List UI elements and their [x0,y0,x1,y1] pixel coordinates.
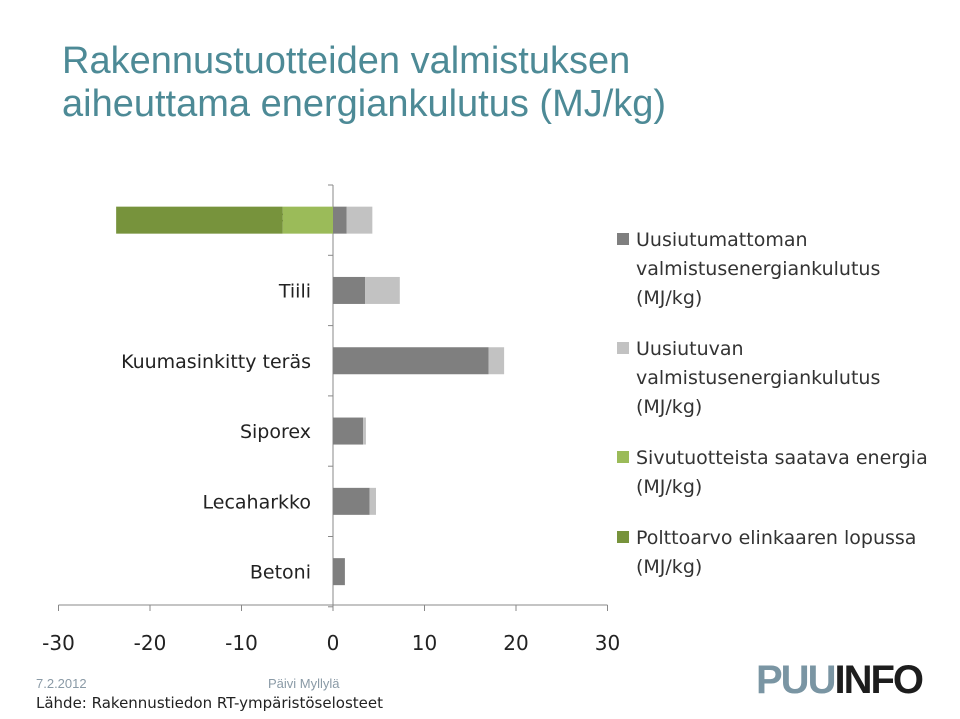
x-tick-label: 20 [503,631,528,655]
bar-segment [333,487,370,515]
footer-date: 7.2.2012 [36,676,87,691]
bar-segment [333,276,366,304]
bar-segment [333,347,489,375]
legend-label: Uusiutuvan valmistusenergiankulutus (MJ/… [636,338,881,418]
bar-segment [363,417,366,445]
x-tick-label: 10 [412,631,437,655]
legend-swatch [617,451,629,463]
x-tick-label: -10 [225,631,258,655]
bar-segment [333,558,345,586]
legend-item-sivutuotteet: Sivutuotteista saatava energia (MJ/kg) [617,444,947,502]
chart-legend: Uusiutumattoman valmistusenergiankulutus… [617,226,947,604]
legend-item-polttoarvo: Polttoarvo elinkaaren lopussa (MJ/kg) [617,524,947,582]
title-line-2: aiheuttama energiankulutus (MJ/kg) [62,83,667,125]
bar-segment [365,276,400,304]
bar-segment [333,417,364,445]
bar-segment [282,206,333,234]
category-label: Kuumasinkitty teräs [121,351,311,373]
category-label: Siporex [240,421,311,443]
category-label: Lecaharkko [203,491,311,513]
category-label: Tiili [278,280,311,302]
legend-label: Sivutuotteista saatava energia (MJ/kg) [636,447,928,498]
footer-author: Päivi Myllylä [268,676,340,691]
legend-swatch [617,531,629,543]
legend-item-uusiutumaton: Uusiutumattoman valmistusenergiankulutus… [617,226,947,313]
bar-segment [346,206,373,234]
bar-segment [369,487,377,515]
chart-title: Rakennustuotteiden valmistuksen aiheutta… [62,40,762,126]
logo-part-1: PUU [756,657,836,702]
logo-part-2: INFO [834,657,924,702]
footer-source: Lähde: Rakennustiedon RT-ympäristöselost… [36,694,383,712]
legend-label: Uusiutumattoman valmistusenergiankulutus… [636,229,881,309]
bar-segment [488,347,505,375]
x-tick-label: 0 [327,631,340,655]
puuinfo-logo: PUU INFO [756,657,924,702]
title-line-1: Rakennustuotteiden valmistuksen [62,40,631,82]
x-tick-label: -30 [42,631,75,655]
legend-item-uusiutuva: Uusiutuvan valmistusenergiankulutus (MJ/… [617,335,947,422]
bar-segment [116,206,283,234]
x-tick-label: 30 [595,631,620,655]
category-label: Betoni [250,562,311,584]
legend-swatch [617,233,629,245]
legend-swatch [617,342,629,354]
bar-segment [333,206,347,234]
x-tick-label: -20 [134,631,167,655]
legend-label: Polttoarvo elinkaaren lopussa (MJ/kg) [636,527,917,578]
